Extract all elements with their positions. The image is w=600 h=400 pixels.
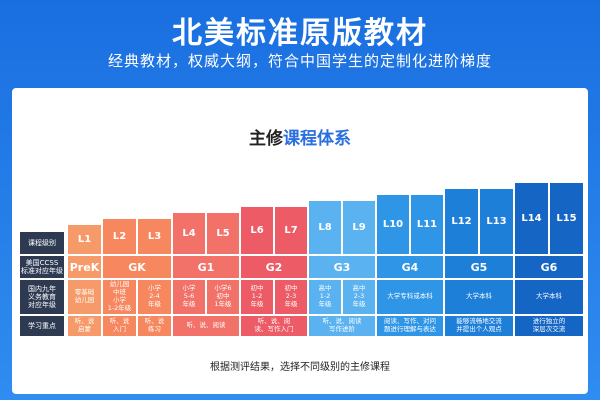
level-box: L3 xyxy=(138,219,171,254)
level-box: L4 xyxy=(173,213,205,254)
footer-note: 根据测评结果，选择不同级别的主修课程 xyxy=(210,362,390,373)
domestic-grade-cell: 高中 1-2 年级 xyxy=(309,280,341,314)
main-title: 北美标准原版教材 xyxy=(172,16,428,51)
focus-cell: 听、说、阅 读、写作入门 xyxy=(241,316,307,336)
grade-band: G2 xyxy=(241,256,307,278)
domestic-grade-cell: 初中 1-2 年级 xyxy=(241,280,273,314)
level-box: L14 xyxy=(515,183,548,254)
card-title-part1: 主修 xyxy=(249,129,283,149)
level-box: L8 xyxy=(309,201,341,254)
grade-band: G3 xyxy=(309,256,375,278)
grade-band: PreK xyxy=(68,256,101,278)
domestic-grade-cell: 小学 2-4 年级 xyxy=(138,280,171,314)
domestic-grade-cell: 大学专科或本科 xyxy=(377,280,443,314)
card-title-part2: 课程体系 xyxy=(283,129,351,149)
grade-band: G6 xyxy=(515,256,583,278)
level-box: L11 xyxy=(411,195,443,254)
card-title: 主修课程体系 xyxy=(12,124,588,149)
level-box: L13 xyxy=(480,189,513,254)
header-banner: 北美标准原版教材 经典教材，权威大纲，符合中国学生的定制化进阶梯度 xyxy=(0,0,600,86)
focus-cell: 阅读、写作、对问 题进行理解与表达 xyxy=(377,316,443,336)
subtitle: 经典教材，权威大纲，符合中国学生的定制化进阶梯度 xyxy=(107,52,492,70)
domestic-grade-cell: 小学6 初中 1年级 xyxy=(207,280,239,314)
level-box: L9 xyxy=(343,201,375,254)
row-label-ccss: 美国CCSS 标准对应年级 xyxy=(20,256,64,278)
curriculum-card: 主修课程体系 课程级别 美国CCSS 标准对应年级 国内九年 义务教育 对应年级… xyxy=(12,88,588,394)
focus-cell: 听、说、阅读 写作进阶 xyxy=(309,316,375,336)
grade-band: G4 xyxy=(377,256,443,278)
focus-cell: 听、说 入门 xyxy=(103,316,136,336)
focus-cell: 进行独立的 深层次交流 xyxy=(515,316,583,336)
level-box: L6 xyxy=(241,207,273,254)
domestic-grade-cell: 高中 2-3 年级 xyxy=(343,280,375,314)
level-box: L7 xyxy=(275,207,307,254)
focus-cell: 听、说 练习 xyxy=(138,316,171,336)
level-box: L5 xyxy=(207,213,239,254)
row-label-level: 课程级别 xyxy=(20,232,64,254)
level-box: L1 xyxy=(68,225,101,254)
domestic-grade-cell: 零基础 幼儿园 xyxy=(68,280,101,314)
row-label-focus: 学习重点 xyxy=(20,316,64,336)
focus-cell: 听、说 启蒙 xyxy=(68,316,101,336)
grade-band: G5 xyxy=(445,256,513,278)
level-box: L12 xyxy=(445,189,478,254)
level-box: L2 xyxy=(103,219,136,254)
row-label-domestic: 国内九年 义务教育 对应年级 xyxy=(20,280,64,314)
domestic-grade-cell: 小学 5-6 年级 xyxy=(173,280,205,314)
grade-band: G1 xyxy=(173,256,239,278)
level-box: L10 xyxy=(377,195,409,254)
level-box: L15 xyxy=(550,183,583,254)
domestic-grade-cell: 幼儿园 中班 小学 1-2年级 xyxy=(103,280,136,314)
grade-band: GK xyxy=(103,256,171,278)
focus-cell: 听、说、阅读 xyxy=(173,316,239,336)
domestic-grade-cell: 初中 2-3 年级 xyxy=(275,280,307,314)
focus-cell: 能够流畅地交流 并提出个人观点 xyxy=(445,316,513,336)
domestic-grade-cell: 大学本科 xyxy=(515,280,583,314)
domestic-grade-cell: 大学本科 xyxy=(445,280,513,314)
